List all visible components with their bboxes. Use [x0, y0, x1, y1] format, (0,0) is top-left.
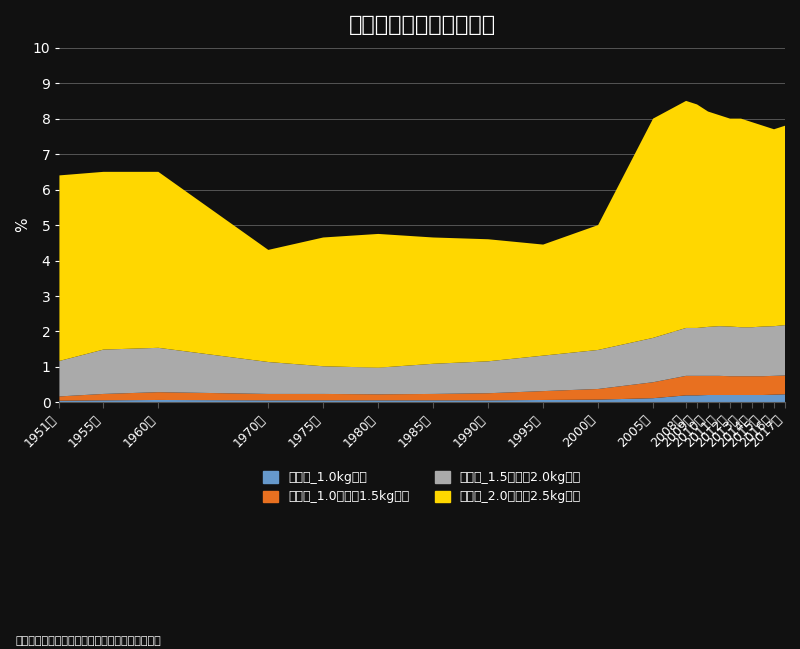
- Y-axis label: %: %: [15, 218, 30, 232]
- Title: 低出生体重児比率の推移: 低出生体重児比率の推移: [349, 15, 496, 35]
- Legend: 出生数_1.0kg未満, 出生数_1.0以上～1.5kg未満, 出生数_1.5以上～2.0kg未満, 出生数_2.0以上～2.5kg未満: 出生数_1.0kg未満, 出生数_1.0以上～1.5kg未満, 出生数_1.5以…: [258, 465, 587, 509]
- Text: 人口動態調査より荒川和久作成。無断転載禁止。: 人口動態調査より荒川和久作成。無断転載禁止。: [16, 636, 162, 646]
